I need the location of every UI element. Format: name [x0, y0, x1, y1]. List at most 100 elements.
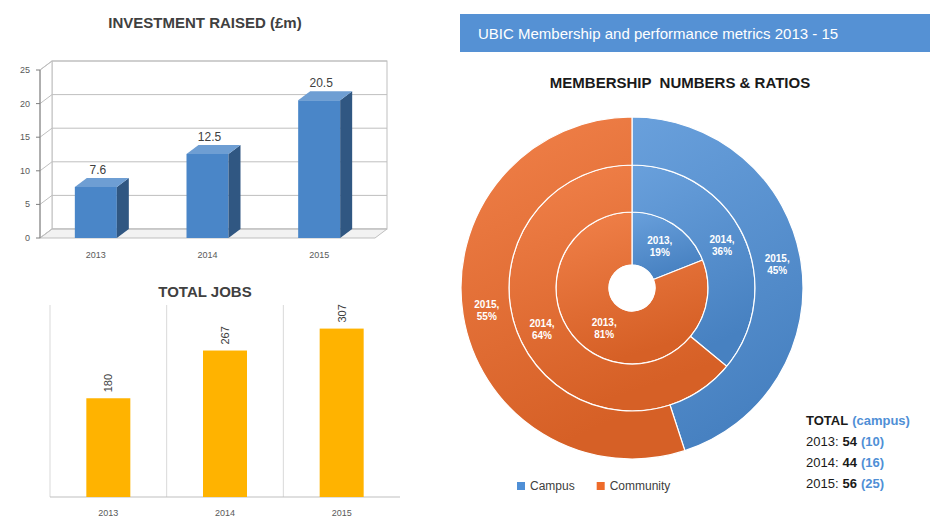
bar-front — [75, 187, 117, 238]
bar — [320, 329, 364, 497]
header-title: UBIC Membership and performance metrics … — [478, 25, 838, 42]
legend-swatch — [597, 482, 605, 490]
grid-line — [40, 162, 52, 171]
tick-mark — [36, 238, 40, 239]
data-label-line: 64% — [532, 330, 552, 341]
data-label: 2014,64% — [529, 318, 554, 341]
side-wall — [40, 61, 52, 238]
bar-side — [340, 91, 352, 238]
bar-side — [229, 145, 241, 238]
totals-total: 56 — [843, 476, 857, 491]
grid-line — [40, 95, 52, 104]
data-label-line: 2014, — [710, 234, 735, 245]
bar-front — [187, 154, 229, 238]
totals-campus: (25) — [861, 476, 884, 491]
data-label: 180 — [102, 374, 114, 392]
totals-total: 44 — [843, 455, 858, 470]
tick-mark — [36, 103, 40, 104]
tick-mark — [36, 70, 40, 71]
totals-year: 2014: — [806, 455, 839, 470]
data-label: 2013,19% — [647, 235, 672, 258]
totals: TOTAL (campus) 2013: 54(10) 2014: 44(16) 2015:… — [806, 413, 910, 491]
separator — [283, 305, 284, 497]
membership-chart: MEMBERSHIP NUMBERS & RATIOS2013,19%2013,… — [461, 74, 810, 493]
data-label-line: 45% — [767, 265, 787, 276]
data-label-line: 19% — [650, 247, 670, 258]
investment-chart: INVESTMENT RAISED (£m) 0 5 10 15 20 25 7.6 2013 1… — [20, 14, 387, 260]
data-label-line: 81% — [594, 329, 614, 340]
data-label: 2013,81% — [592, 317, 617, 340]
totals-title-text: TOTAL — [806, 413, 848, 428]
totals-row: 2013: 54(10) — [806, 434, 884, 449]
separator — [166, 305, 167, 497]
tick-mark — [36, 170, 40, 171]
donut-segment — [461, 117, 685, 459]
jobs-chart: TOTAL JOBS 180 2013 267 2014 307 2015 — [50, 283, 400, 518]
bar — [86, 398, 130, 497]
page: UBIC Membership and performance metrics … — [0, 0, 941, 529]
category-label: 2014 — [197, 250, 217, 260]
totals-total: 54 — [843, 434, 858, 449]
data-label: 307 — [336, 304, 348, 322]
chart-title: MEMBERSHIP NUMBERS & RATIOS — [550, 74, 810, 91]
grid-line — [40, 128, 52, 137]
tick-mark — [36, 137, 40, 138]
category-label: 2014 — [215, 508, 235, 518]
totals-row: 2015: 56 (25) — [806, 476, 884, 491]
tick-label: 15 — [20, 132, 30, 142]
data-label-line: 2015, — [765, 253, 790, 264]
grid-line — [40, 229, 52, 238]
totals-year: 2015: — [806, 476, 839, 491]
data-label-line: 36% — [712, 246, 732, 257]
category-label: 2013 — [98, 508, 118, 518]
tick-label: 0 — [25, 233, 30, 243]
data-label-line: 2013, — [592, 317, 617, 328]
y-axis — [50, 305, 51, 497]
tick-label: 5 — [25, 199, 30, 209]
data-label: 2014,36% — [710, 234, 735, 257]
donut-segment — [632, 117, 803, 451]
chart-title: TOTAL JOBS — [158, 283, 251, 300]
legend-swatch — [517, 482, 525, 490]
legend-label: Community — [610, 479, 671, 493]
category-label: 2013 — [86, 250, 106, 260]
data-label: 20.5 — [309, 76, 333, 90]
data-label-line: 55% — [477, 311, 497, 322]
tick-label: 10 — [20, 166, 30, 176]
category-label: 2015 — [309, 250, 329, 260]
data-label-line: 2015, — [474, 299, 499, 310]
grid-line — [40, 195, 52, 204]
data-label: 12.5 — [198, 130, 222, 144]
totals-campus: (10) — [861, 434, 884, 449]
tick-label: 25 — [20, 65, 30, 75]
donut-hole — [609, 265, 655, 311]
data-label: 267 — [219, 326, 231, 344]
legend-label: Campus — [530, 479, 575, 493]
totals-campus: (16) — [861, 455, 884, 470]
bar-side — [117, 178, 129, 238]
grid-line — [52, 61, 387, 62]
data-label: 2015,55% — [474, 299, 499, 322]
data-label-line: 2013, — [647, 235, 672, 246]
bar-top — [298, 91, 352, 100]
tick-mark — [36, 204, 40, 205]
grid-line — [40, 61, 52, 70]
category-label: 2015 — [332, 508, 352, 518]
bar-top — [75, 178, 129, 187]
donut-segment — [556, 212, 708, 364]
bar-front — [298, 100, 340, 238]
data-label: 2015,45% — [765, 253, 790, 276]
bar — [203, 351, 247, 497]
bar-top — [187, 145, 241, 154]
totals-row: 2014: 44(16) — [806, 455, 884, 470]
totals-year: 2013: — [806, 434, 839, 449]
tick-label: 20 — [20, 99, 30, 109]
bars — [75, 91, 352, 238]
totals-title: TOTAL (campus) — [806, 413, 910, 428]
data-label: 7.6 — [89, 163, 106, 177]
header-banner — [460, 14, 930, 52]
totals-subtitle: (campus) — [852, 413, 910, 428]
y-axis — [40, 70, 41, 238]
chart-title: INVESTMENT RAISED (£m) — [108, 14, 301, 31]
data-label-line: 2014, — [529, 318, 554, 329]
